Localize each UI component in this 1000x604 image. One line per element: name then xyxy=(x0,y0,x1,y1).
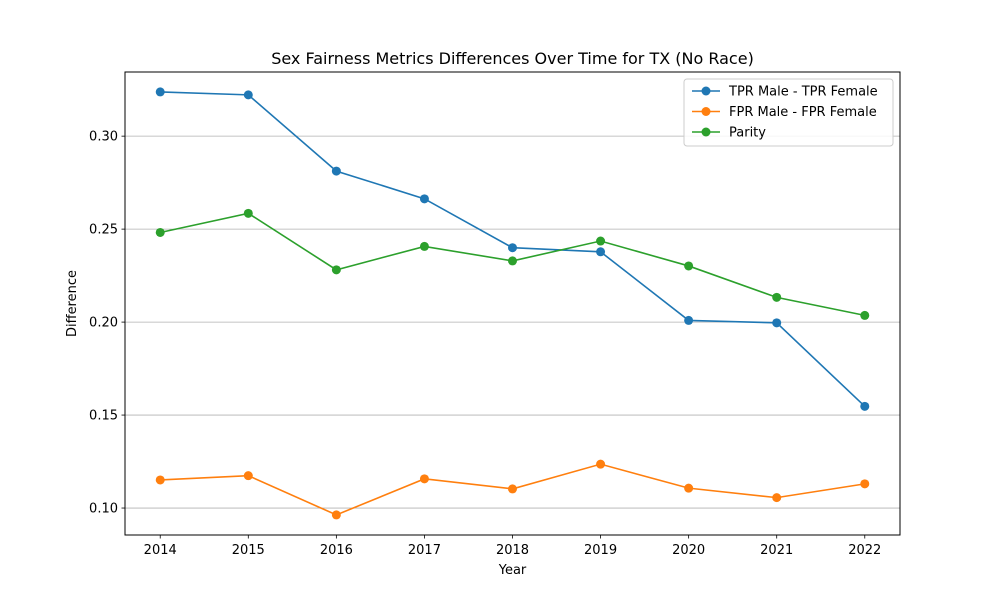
x-axis-label: Year xyxy=(498,563,527,578)
x-tick-label: 2022 xyxy=(848,543,881,558)
data-point xyxy=(419,241,429,251)
legend-item: TPR Male - TPR Female xyxy=(692,85,878,100)
data-point xyxy=(155,475,165,485)
data-point xyxy=(419,474,429,484)
data-point xyxy=(860,401,870,411)
data-point xyxy=(860,310,870,320)
legend-item: Parity xyxy=(692,126,766,141)
series-3 xyxy=(155,208,870,320)
y-tick-label: 0.25 xyxy=(89,223,118,238)
series-layer xyxy=(155,87,870,520)
y-axis: 0.10 0.15 0.20 0.25 0.30 xyxy=(89,130,125,517)
series-1 xyxy=(155,87,870,411)
x-axis: 2014 2015 2016 2017 2018 2019 2020 2021 2022 xyxy=(144,535,881,558)
data-point xyxy=(772,318,782,328)
chart-title: Sex Fairness Metrics Differences Over Ti… xyxy=(271,49,754,68)
y-tick-label: 0.10 xyxy=(89,502,118,517)
x-tick-label: 2014 xyxy=(144,543,177,558)
legend-marker xyxy=(701,86,711,96)
data-point xyxy=(860,479,870,489)
data-point xyxy=(331,265,341,275)
y-axis-label: Difference xyxy=(65,270,80,337)
x-tick-label: 2018 xyxy=(496,543,529,558)
legend-label: TPR Male - TPR Female xyxy=(728,85,878,100)
x-tick-label: 2015 xyxy=(232,543,265,558)
data-point xyxy=(155,87,165,97)
legend-box xyxy=(683,78,894,147)
data-point xyxy=(508,256,517,266)
legend-item: FPR Male - FPR Female xyxy=(692,105,877,120)
data-point xyxy=(155,227,165,237)
data-point xyxy=(772,493,782,503)
data-point xyxy=(596,247,606,257)
data-point xyxy=(772,292,782,302)
data-point xyxy=(684,315,694,325)
y-gridlines xyxy=(125,135,900,509)
x-tick-label: 2020 xyxy=(672,543,705,558)
data-point xyxy=(243,471,253,481)
legend-label: Parity xyxy=(729,126,766,141)
data-point xyxy=(596,236,606,246)
data-point xyxy=(508,243,517,253)
data-point xyxy=(331,510,341,520)
data-point xyxy=(331,166,341,176)
data-point xyxy=(419,194,429,204)
legend: TPR Male - TPR Female FPR Male - FPR Fema… xyxy=(683,78,894,147)
data-point xyxy=(243,208,253,218)
y-tick-label: 0.30 xyxy=(89,130,118,145)
series-2 xyxy=(155,459,870,520)
y-tick-label: 0.20 xyxy=(89,316,118,331)
legend-marker xyxy=(701,127,711,137)
data-point xyxy=(243,90,253,100)
x-tick-label: 2019 xyxy=(584,543,617,558)
data-point xyxy=(684,483,694,493)
data-point xyxy=(684,261,694,271)
x-tick-label: 2016 xyxy=(320,543,353,558)
legend-marker xyxy=(701,107,711,116)
x-tick-label: 2021 xyxy=(760,543,793,558)
legend-label: FPR Male - FPR Female xyxy=(729,105,877,120)
y-tick-label: 0.15 xyxy=(89,409,118,424)
data-point xyxy=(508,484,517,494)
data-point xyxy=(596,459,606,469)
x-tick-label: 2017 xyxy=(408,543,441,558)
